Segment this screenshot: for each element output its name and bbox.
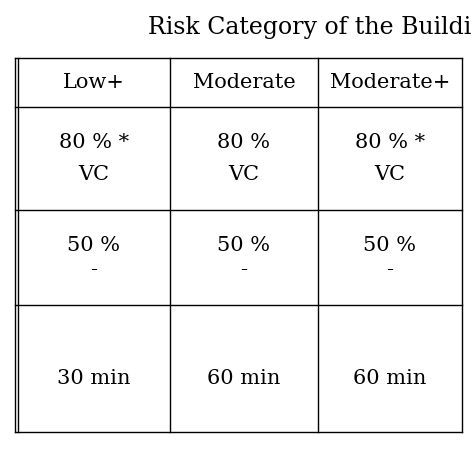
- Text: Low+: Low+: [63, 73, 125, 92]
- Text: -: -: [240, 260, 247, 279]
- Text: Moderate+: Moderate+: [330, 73, 450, 92]
- Text: 30 min: 30 min: [57, 369, 131, 388]
- Text: 80 %: 80 %: [218, 133, 271, 152]
- Text: 80 % *: 80 % *: [59, 133, 129, 152]
- Text: 80 % *: 80 % *: [355, 133, 425, 152]
- Text: 60 min: 60 min: [353, 369, 427, 388]
- Text: 60 min: 60 min: [207, 369, 281, 388]
- Text: VC: VC: [374, 165, 405, 184]
- Text: -: -: [386, 260, 393, 279]
- Text: VC: VC: [79, 165, 109, 184]
- Text: 50 %: 50 %: [364, 236, 417, 255]
- Text: 50 %: 50 %: [218, 236, 271, 255]
- Text: Risk Category of the Buildi: Risk Category of the Buildi: [148, 16, 472, 38]
- Text: VC: VC: [228, 165, 259, 184]
- Text: 50 %: 50 %: [67, 236, 120, 255]
- Text: -: -: [91, 260, 98, 279]
- Text: Moderate: Moderate: [192, 73, 295, 92]
